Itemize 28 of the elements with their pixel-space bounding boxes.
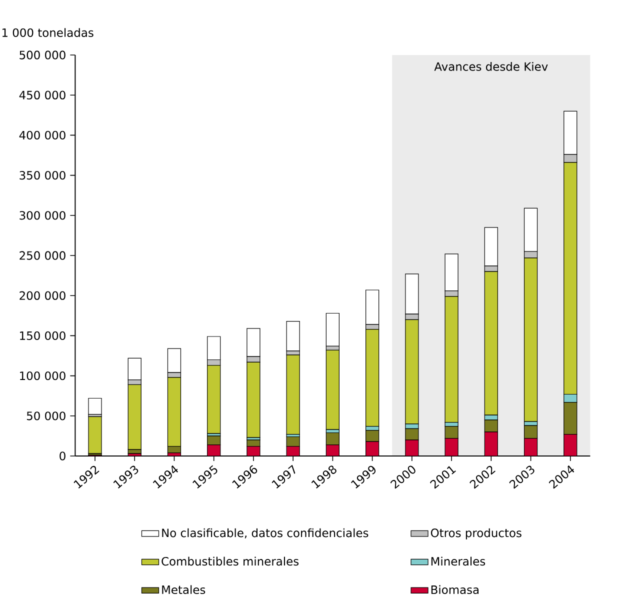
legend-label: Minerales — [431, 556, 486, 566]
band-label: Avances desde Kiev — [434, 62, 548, 71]
legend-label: No clasificable, datos confidenciales — [162, 528, 368, 538]
bar — [366, 290, 380, 325]
bar — [326, 350, 340, 430]
y-tick-label: 200 000 — [20, 291, 66, 300]
y-tick-label: 50 000 — [26, 412, 66, 420]
y-tick-label: 400 000 — [19, 130, 66, 140]
bar — [128, 358, 142, 380]
legend-label: Combustibles minerales — [162, 556, 299, 566]
y-tick-label: 250 000 — [20, 251, 66, 260]
legend-label: Otros productos — [430, 528, 522, 540]
bar — [286, 354, 300, 435]
y-axis-title: 1 000 toneladas — [2, 28, 94, 37]
y-tick-label: 0 — [60, 452, 66, 460]
bar — [88, 416, 102, 454]
y-tick-label: 350 000 — [20, 170, 66, 180]
y-tick-label: 450 000 — [19, 90, 66, 100]
y-tick-label: 150 000 — [20, 331, 66, 340]
legend-label: Biomasa — [431, 585, 479, 594]
bar — [88, 398, 102, 415]
y-tick-label: 300 000 — [20, 211, 66, 220]
bar — [326, 312, 340, 346]
legend-label: Metales — [162, 585, 206, 594]
bar — [286, 320, 300, 352]
y-tick-label: 500 000 — [20, 50, 66, 60]
y-tick-label: 100 000 — [20, 371, 66, 380]
bar — [167, 348, 182, 373]
